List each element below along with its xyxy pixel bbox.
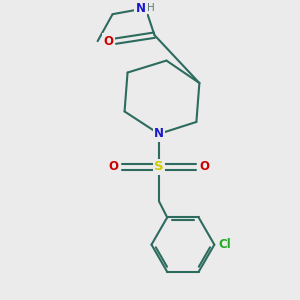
Text: O: O: [109, 160, 118, 173]
Text: Cl: Cl: [219, 238, 232, 251]
Text: N: N: [154, 128, 164, 140]
Text: N: N: [136, 2, 146, 15]
Text: H: H: [147, 3, 155, 13]
Text: O: O: [200, 160, 209, 173]
Text: S: S: [154, 160, 164, 173]
Text: O: O: [103, 34, 113, 48]
